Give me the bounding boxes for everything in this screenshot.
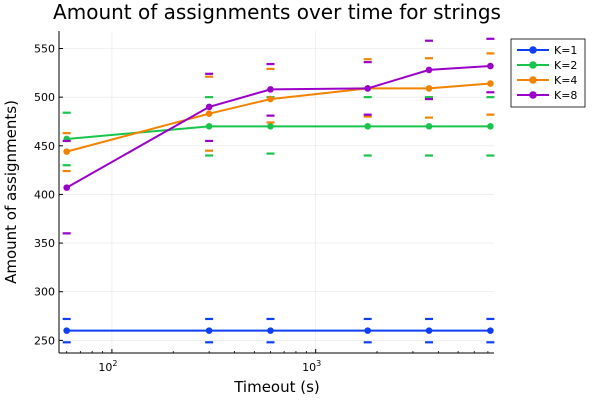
data-point [63, 148, 71, 155]
data-point [425, 66, 433, 74]
ticks: 250 300 350 400 450 500 550 102 103 [34, 43, 321, 374]
legend-label: K=4 [554, 74, 577, 87]
data-point [487, 80, 494, 87]
legend: K=1 K=2 K=4 K=8 [510, 38, 586, 108]
data-point [425, 123, 433, 130]
legend-item: K=4 [517, 74, 577, 87]
series-K=8 [62, 37, 495, 235]
data-point [205, 110, 213, 117]
y-tick-label: 500 [34, 91, 55, 104]
y-axis-label: Amount of assignments) [2, 100, 20, 284]
series-group [62, 37, 495, 344]
data-point [267, 327, 274, 334]
y-tick-label: 350 [34, 237, 55, 250]
data-point [205, 103, 213, 111]
y-tick-label: 550 [34, 43, 55, 56]
data-point [63, 184, 71, 191]
data-point [487, 327, 494, 334]
data-point [425, 85, 433, 92]
legend-swatch-marker [529, 91, 537, 99]
x-tick-label: 103 [302, 359, 321, 374]
y-tick-label: 400 [34, 188, 55, 201]
series-K=1 [62, 317, 495, 344]
axes [58, 31, 494, 354]
legend-item: K=8 [517, 89, 577, 102]
x-tick-label: 102 [98, 359, 117, 374]
legend-swatch-marker [529, 46, 537, 54]
data-point [487, 62, 494, 70]
legend-label: K=1 [554, 44, 577, 57]
series-K=2 [62, 96, 495, 167]
legend-swatch-marker [529, 76, 537, 84]
data-point [364, 123, 372, 130]
data-point [205, 123, 213, 130]
data-point [487, 123, 494, 130]
x-axis-label: Timeout (s) [233, 378, 320, 396]
series-line [66, 125, 491, 140]
legend-item: K=1 [517, 44, 577, 57]
legend-item: K=2 [517, 59, 577, 72]
data-point [267, 95, 274, 103]
data-point [425, 327, 433, 334]
data-point [63, 327, 71, 334]
series-line [66, 65, 491, 189]
legend-swatch-marker [529, 61, 537, 69]
data-point [364, 85, 372, 92]
data-point [205, 327, 213, 334]
data-point [364, 327, 372, 334]
y-tick-label: 250 [34, 334, 55, 347]
y-tick-label: 450 [34, 140, 55, 153]
y-tick-label: 300 [34, 286, 55, 299]
grid [59, 31, 494, 353]
legend-label: K=2 [554, 59, 577, 72]
chart-title: Amount of assignments over time for stri… [53, 0, 501, 24]
legend-label: K=8 [554, 89, 577, 102]
data-point [267, 123, 274, 130]
data-point [267, 86, 274, 93]
